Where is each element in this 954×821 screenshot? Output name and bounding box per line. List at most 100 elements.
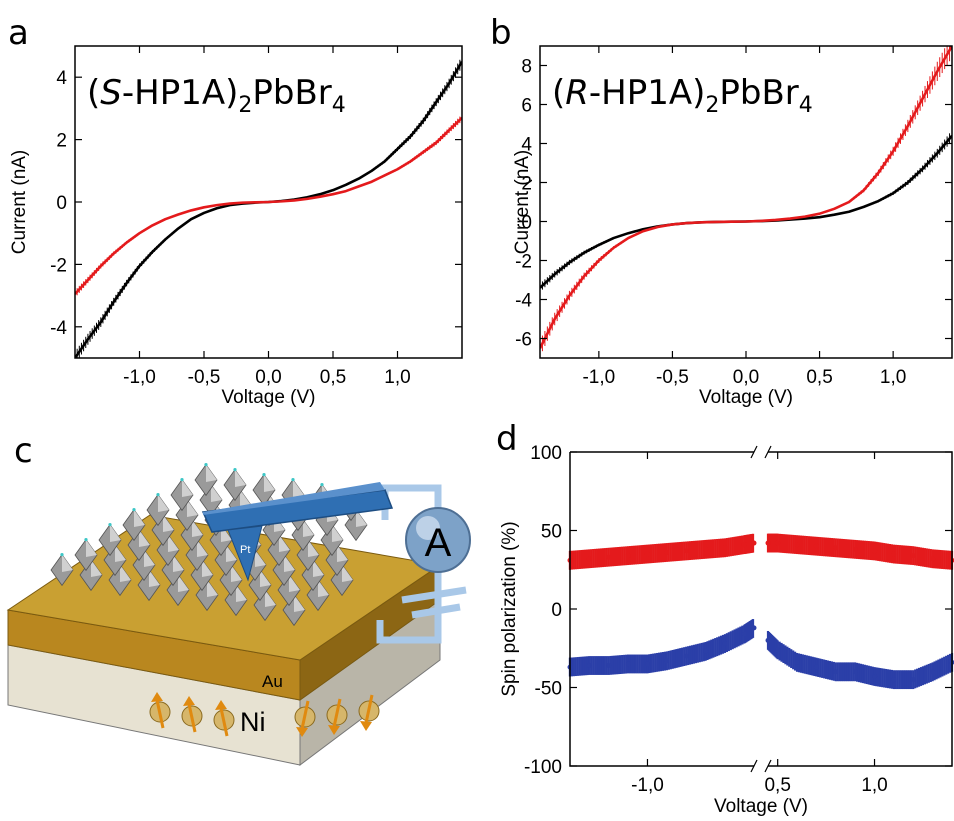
series-1 — [75, 116, 462, 298]
spin-magnet-icon — [294, 700, 316, 737]
x-tick-label: 0,5 — [806, 367, 832, 388]
octahedron-face — [149, 569, 160, 587]
x-tick-label: -0,5 — [656, 367, 689, 388]
spin-magnets — [149, 692, 380, 737]
data-point — [625, 553, 631, 559]
octahedron-face — [120, 564, 131, 582]
octahedron-face — [110, 524, 121, 542]
octahedron-face — [91, 559, 102, 577]
plot-frame — [569, 451, 953, 767]
x-tick-label: -1,0 — [631, 775, 664, 796]
data-point — [891, 551, 897, 557]
data-point — [872, 674, 878, 680]
data-point — [910, 553, 916, 559]
spin-arrow-head — [215, 700, 227, 710]
x-tick-label: 0,5 — [764, 775, 790, 796]
axis-break-mark — [750, 445, 758, 459]
bromine-atom — [320, 483, 324, 487]
data-point — [765, 637, 771, 643]
octahedron-face — [173, 554, 184, 572]
octahedron-face — [115, 544, 126, 562]
octahedron-face — [139, 529, 150, 547]
data-point — [586, 556, 592, 562]
spin-magnet-icon — [326, 698, 348, 735]
data-point — [765, 540, 771, 546]
data-point — [722, 641, 728, 647]
data-point — [833, 545, 839, 551]
bromine-atom — [262, 473, 266, 477]
chart-a: -1,0 -0,5 0,0 0,5 1,0 -4 -2 0 2 4 Voltage (V) Curre… — [9, 45, 463, 408]
data-point — [606, 663, 612, 669]
octahedron-face — [313, 559, 324, 577]
gold-label: Au — [262, 672, 283, 691]
chart-d: -1,0 0,5 1,0 -100 -50 0 50 100 Voltage (V) Spin p… — [499, 443, 954, 817]
octahedron-face — [260, 569, 271, 587]
octahedron-face — [337, 544, 348, 562]
x-tick-label: 1,0 — [880, 367, 906, 388]
octahedron-face — [342, 564, 353, 582]
data-point — [741, 542, 747, 548]
data-point — [606, 554, 612, 560]
spin-arrow — [364, 694, 374, 724]
octahedron-face — [235, 469, 246, 487]
data-point — [910, 677, 916, 683]
spin-arrow-head — [296, 727, 308, 737]
x-tick-label: -0,5 — [188, 367, 221, 388]
data-point — [833, 669, 839, 675]
octahedron-face — [356, 509, 367, 527]
data-point — [722, 545, 728, 551]
data-point — [703, 546, 709, 552]
data-point — [852, 546, 858, 552]
axis-break-mark — [764, 445, 772, 459]
data-point — [872, 548, 878, 554]
data-point — [852, 669, 858, 675]
data-point — [775, 647, 781, 653]
octahedron-face — [332, 524, 343, 542]
data-point — [775, 540, 781, 546]
compound-formula: (R-HP1A)2PbBr4 — [552, 73, 813, 118]
octahedron-face — [206, 464, 217, 482]
octahedron-face — [86, 539, 97, 557]
y-tick-label: 0 — [551, 600, 562, 621]
x-tick-label: -1,0 — [123, 367, 156, 388]
bromine-atom — [180, 478, 184, 482]
data-point — [930, 669, 936, 675]
y-tick-label: 6 — [521, 96, 532, 117]
y-tick-label: -100 — [524, 757, 562, 778]
data-point — [625, 661, 631, 667]
bromine-atom — [233, 468, 237, 472]
y-tick-label: 0 — [56, 193, 67, 214]
data-point — [813, 543, 819, 549]
x-tick-label: 1,0 — [384, 367, 410, 388]
y-tick-label: 50 — [541, 522, 562, 543]
octahedron-face — [264, 474, 275, 492]
x-tick-label: 0,5 — [320, 367, 346, 388]
data-point — [930, 556, 936, 562]
octahedron-face — [303, 519, 314, 537]
spin-magnet-icon — [181, 696, 203, 733]
octahedron-face — [279, 534, 290, 552]
y-tick-label: -2 — [50, 255, 67, 276]
series-line-1 — [540, 46, 952, 349]
spin-arrow — [187, 703, 197, 733]
data-point — [683, 548, 689, 554]
series-1 — [567, 619, 954, 690]
battery-plate-short — [411, 603, 461, 619]
data-point — [794, 542, 800, 548]
ammeter-label: A — [425, 521, 452, 565]
y-axis-label: Current (nA) — [512, 150, 533, 255]
bromine-atom — [132, 508, 136, 512]
cantilever-top — [203, 482, 385, 515]
octahedron-face — [240, 489, 251, 507]
y-tick-label: 8 — [521, 57, 532, 78]
panel-letter-d: d — [496, 419, 518, 459]
data-point — [891, 677, 897, 683]
spin-arrow — [219, 707, 229, 737]
octahedron-face — [187, 499, 198, 517]
y-axis-label: Spin polarization (%) — [499, 521, 520, 696]
x-tick-label: 1,0 — [861, 775, 887, 796]
afm-schematic: A Pt Au Ni — [6, 463, 471, 766]
data-point — [794, 659, 800, 665]
octahedron-face — [226, 544, 237, 562]
data-point — [741, 631, 747, 637]
